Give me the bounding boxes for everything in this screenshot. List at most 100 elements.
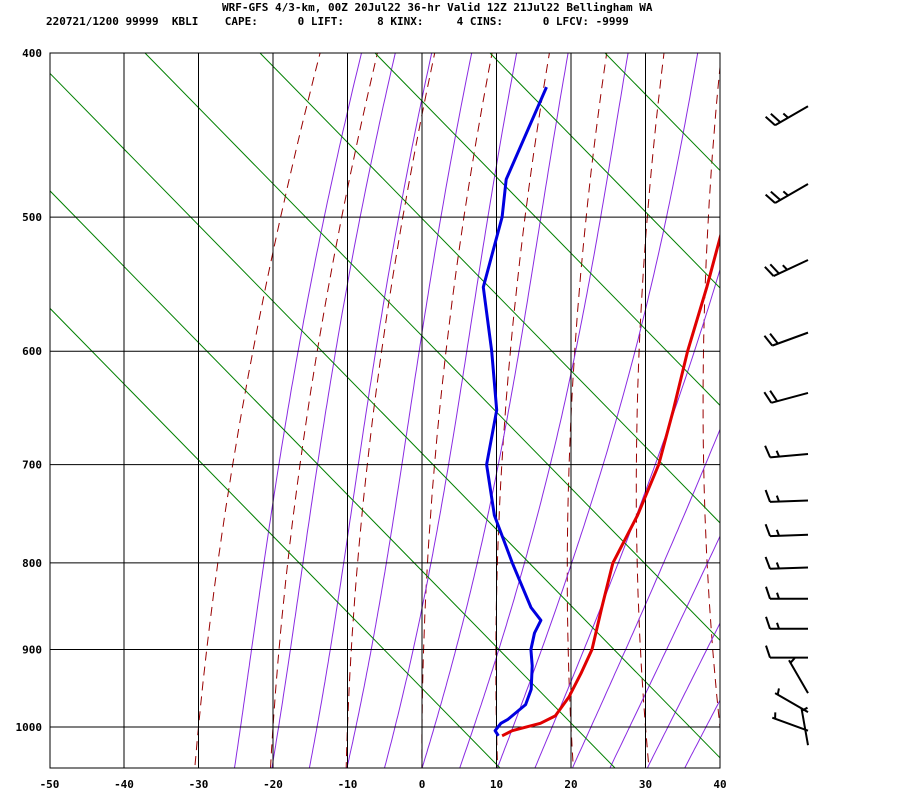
dry-adiabat xyxy=(495,53,550,768)
grid-lines xyxy=(50,53,720,768)
temperature-tick-label: 30 xyxy=(639,778,652,791)
barb-half-flag xyxy=(776,688,780,695)
wind-barb xyxy=(800,706,809,746)
barb-shaft xyxy=(771,331,809,347)
barb-half-flag xyxy=(782,264,788,271)
pressure-tick-label: 900 xyxy=(22,643,42,656)
barb-flag xyxy=(770,190,781,201)
dry-adiabat xyxy=(702,62,720,732)
barb-shaft xyxy=(769,499,809,503)
plot-border xyxy=(49,52,721,769)
wind-barb xyxy=(771,712,809,732)
dry-adiabat xyxy=(345,53,436,768)
barb-flag xyxy=(764,523,771,537)
moist-adiabat xyxy=(646,622,720,768)
moist-adiabat xyxy=(717,0,900,777)
barb-flag xyxy=(764,445,772,458)
barb-shaft xyxy=(769,533,809,538)
wind-barbs xyxy=(763,105,809,746)
wind-barb xyxy=(765,616,808,630)
dry-adiabat xyxy=(194,53,321,768)
barb-shaft xyxy=(800,707,809,746)
barb-half-flag xyxy=(775,495,780,502)
temperature-tick-label: 0 xyxy=(419,778,426,791)
background-lines xyxy=(50,0,900,777)
pressure-tick-label: 400 xyxy=(22,47,42,60)
wind-barb xyxy=(765,586,808,600)
dry-adiabat xyxy=(270,53,378,768)
mixing-ratio-line xyxy=(50,190,616,768)
mixing-ratio-line xyxy=(489,53,720,289)
temperature-tick-label: -20 xyxy=(263,778,283,791)
wind-barb xyxy=(763,390,809,404)
moist-adiabat xyxy=(496,53,699,768)
wind-barb xyxy=(764,489,809,503)
dewpoint-trace xyxy=(481,86,548,737)
temperature-trace xyxy=(501,232,720,738)
moist-adiabat xyxy=(534,267,720,768)
barb-flag xyxy=(763,391,773,404)
temperature-tick-label: 40 xyxy=(713,778,726,791)
temperature-axis: -50 -40 -30 -20 -10 0 10 20 30 40 xyxy=(40,778,727,791)
barb-flag xyxy=(764,489,771,503)
barb-shaft xyxy=(771,391,809,404)
barb-flag xyxy=(764,556,771,570)
dry-adiabat xyxy=(830,0,877,777)
temperature-tick-label: -30 xyxy=(189,778,209,791)
mixing-ratio-line xyxy=(719,53,720,54)
barb-half-flag xyxy=(775,450,781,457)
barb-flag xyxy=(765,616,771,630)
wind-barb xyxy=(774,688,809,714)
moist-adiabat xyxy=(346,53,473,768)
pressure-tick-label: 800 xyxy=(22,557,42,570)
barb-flag xyxy=(765,645,771,658)
pressure-tick-label: 1000 xyxy=(16,721,43,734)
barb-flag xyxy=(764,193,776,204)
temperature-tick-label: 20 xyxy=(564,778,577,791)
barb-half-flag xyxy=(775,529,780,537)
barb-half-flag xyxy=(782,112,789,119)
barb-half-flag xyxy=(782,190,789,197)
barb-flag xyxy=(770,113,781,123)
dry-adiabat xyxy=(566,53,608,768)
pressure-axis: 400 500 600 700 800 900 1000 xyxy=(16,47,43,734)
wind-barb xyxy=(764,556,809,570)
temperature-tick-label: -50 xyxy=(40,778,60,791)
moist-adiabat xyxy=(421,53,569,768)
barb-flag xyxy=(764,266,775,277)
wind-barb xyxy=(764,105,809,127)
pressure-tick-label: 500 xyxy=(22,211,42,224)
barb-half-flag xyxy=(789,657,796,664)
moist-adiabat xyxy=(271,53,396,768)
barb-flag xyxy=(769,263,780,275)
barb-half-flag xyxy=(776,592,780,600)
barb-flag xyxy=(764,116,776,126)
mixing-ratio-line xyxy=(835,53,900,768)
wind-barb xyxy=(764,259,809,277)
moist-adiabat xyxy=(609,535,720,768)
pressure-tick-label: 600 xyxy=(22,345,42,358)
wind-barb xyxy=(765,645,808,659)
moist-adiabat xyxy=(571,428,720,768)
barb-shaft xyxy=(770,453,809,459)
barb-shaft xyxy=(769,566,809,570)
chart-title: WRF-GFS 4/3-km, 00Z 20Jul22 36-hr Valid … xyxy=(222,1,653,14)
wind-barb xyxy=(764,523,809,538)
moist-adiabat xyxy=(383,53,518,768)
wind-barb xyxy=(764,445,809,459)
dry-adiabat xyxy=(891,0,900,777)
mixing-ratio-line xyxy=(604,53,720,172)
moist-adiabat xyxy=(233,53,363,768)
barb-flag xyxy=(769,390,778,402)
temperature-tick-label: -10 xyxy=(338,778,358,791)
mixing-ratio-line xyxy=(259,53,720,524)
chart-subtitle-indices: 220721/1200 99999 KBLI CAPE: 0 LIFT: 8 K… xyxy=(46,15,629,28)
barb-half-flag xyxy=(775,562,780,569)
mixing-ratio-line xyxy=(50,72,720,759)
barb-half-flag xyxy=(801,706,808,712)
barb-shaft xyxy=(771,716,809,732)
wind-barb xyxy=(788,657,809,694)
temperature-tick-label: 10 xyxy=(490,778,503,791)
barb-half-flag xyxy=(776,622,780,630)
